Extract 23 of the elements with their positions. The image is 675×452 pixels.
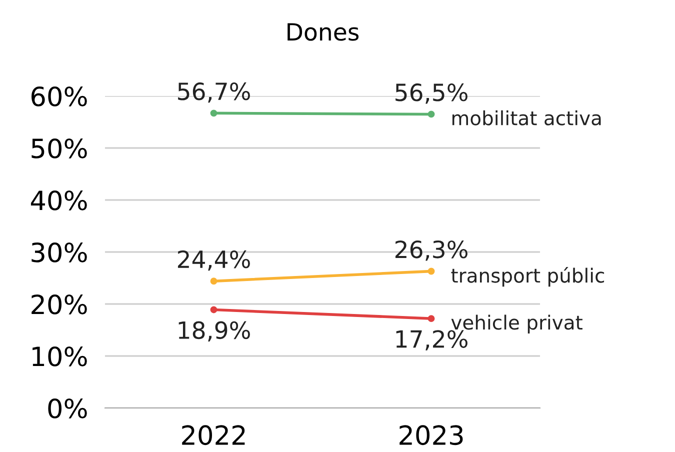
y-tick-label: 30%	[32, 242, 87, 262]
y-tick-label: 20%	[32, 294, 87, 314]
y-tick-label: 50%	[32, 138, 87, 158]
point	[210, 110, 218, 117]
point	[428, 268, 435, 275]
x-tick-label: 2022	[182, 425, 245, 446]
point	[210, 306, 218, 314]
chart-title: Dones	[288, 23, 359, 41]
series-label: transport públic	[451, 266, 604, 287]
y-tick-label: 10%	[32, 346, 87, 366]
y-tick-label: 40%	[30, 190, 87, 210]
y-tick-label: 60%	[32, 86, 87, 106]
data-label: 56,7%	[178, 82, 250, 103]
data-label: 26,3%	[395, 240, 468, 261]
data-label: 18,9%	[178, 321, 250, 342]
x-tick-label: 2023	[400, 425, 463, 446]
data-label: 24,4%	[178, 250, 250, 271]
point	[428, 315, 435, 322]
series-label: mobilitat activa	[452, 110, 601, 126]
data-label: 56,5%	[396, 83, 468, 104]
point	[210, 278, 218, 285]
point	[428, 110, 435, 118]
y-tick-label: 0%	[48, 398, 87, 418]
